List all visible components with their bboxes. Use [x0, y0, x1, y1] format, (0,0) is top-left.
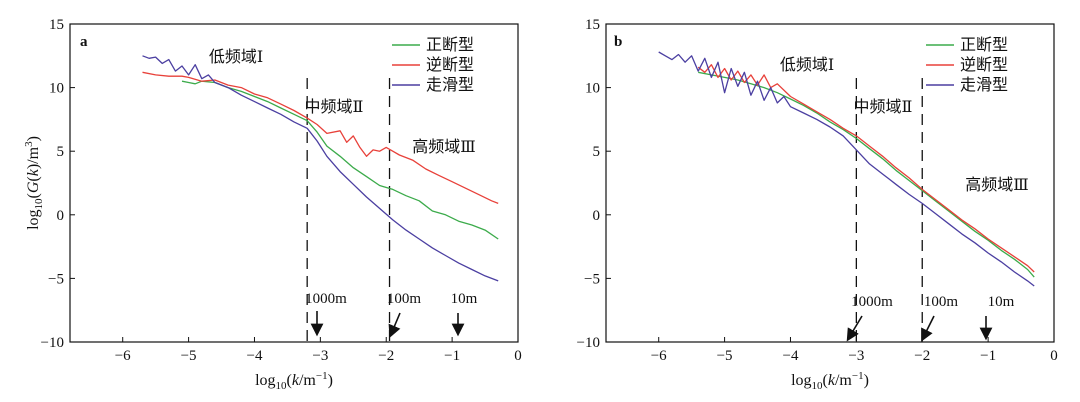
legend-label: 正断型: [960, 35, 1008, 54]
region-label: 低频域Ⅰ: [780, 55, 834, 74]
wavelength-annotations: 1000m 100m 10m: [846, 294, 1015, 342]
arrow: [388, 312, 401, 338]
y-tick-label: 10: [585, 81, 600, 97]
panel-letter: a: [80, 34, 88, 50]
region-dividers: [306, 78, 391, 342]
y-tick-label: 0: [593, 208, 601, 224]
wavelength-label: 100m: [387, 291, 422, 307]
region-label: 高频域Ⅲ: [965, 175, 1028, 194]
series-line: [697, 64, 1035, 273]
region-labels: 低频域Ⅰ 中频域Ⅱ 高频域Ⅲ: [209, 47, 476, 156]
arrow: [921, 315, 935, 342]
x-tick-label: −6: [651, 348, 667, 364]
x-tick-label: 0: [514, 348, 522, 364]
series-line: [658, 51, 1035, 287]
y-tick-label: 15: [49, 17, 64, 33]
x-tick-label: −1: [444, 348, 460, 364]
region-label: 低频域Ⅰ: [209, 47, 263, 66]
legend-label: 逆断型: [960, 55, 1008, 74]
y-tick-label: 15: [585, 17, 600, 33]
series-line: [142, 55, 499, 282]
x-tick-label: 0: [1050, 348, 1058, 364]
wavelength-label: 100m: [924, 294, 959, 310]
region-labels: 低频域Ⅰ 中频域Ⅱ 高频域Ⅲ: [780, 55, 1029, 194]
y-tick-label: −10: [41, 335, 64, 351]
x-tick-label: −6: [115, 348, 131, 364]
region-label: 中频域Ⅱ: [305, 97, 364, 116]
wavelength-label: 10m: [451, 291, 478, 307]
legend-label: 走滑型: [960, 75, 1008, 94]
y-tick-label: −5: [584, 271, 600, 287]
y-axis-label: log10(G(k)/m3): [23, 136, 45, 230]
x-axis-label: log10(k/m−1): [791, 370, 869, 392]
series-group: [142, 55, 499, 282]
y-tick-label: 10: [49, 81, 64, 97]
region-label: 中频域Ⅱ: [854, 97, 913, 116]
legend-label: 逆断型: [426, 55, 474, 74]
panel-letter: b: [614, 34, 622, 50]
region-dividers: [855, 78, 923, 342]
y-tick-label: −10: [577, 335, 600, 351]
x-tick-label: −3: [312, 348, 328, 364]
wavelength-label: 1000m: [851, 294, 893, 310]
legend-label: 正断型: [426, 35, 474, 54]
region-label: 高频域Ⅲ: [412, 137, 475, 156]
x-tick-label: −1: [980, 348, 996, 364]
plot-frame: [69, 23, 519, 343]
x-axis-label: log10(k/m−1): [255, 370, 333, 392]
y-tick-label: 5: [57, 144, 65, 160]
y-tick-label: 5: [593, 144, 601, 160]
x-tick-label: −4: [246, 348, 262, 364]
y-tick-label: −5: [48, 271, 64, 287]
wavelength-annotations: 1000m 100m 10m: [305, 291, 478, 338]
x-tick-label: −5: [717, 348, 733, 364]
x-tick-label: −2: [914, 348, 930, 364]
arrow: [846, 315, 863, 342]
x-tick-label: −5: [181, 348, 197, 364]
wavelength-label: 1000m: [305, 291, 347, 307]
series-line: [142, 71, 499, 205]
x-tick-label: −2: [378, 348, 394, 364]
x-tick-label: −3: [848, 348, 864, 364]
legend-label: 走滑型: [426, 75, 474, 94]
plot-frame: [605, 23, 1055, 343]
wavelength-label: 10m: [988, 294, 1015, 310]
series-group: [658, 51, 1035, 287]
y-tick-label: 0: [57, 208, 65, 224]
x-tick-label: −4: [782, 348, 798, 364]
